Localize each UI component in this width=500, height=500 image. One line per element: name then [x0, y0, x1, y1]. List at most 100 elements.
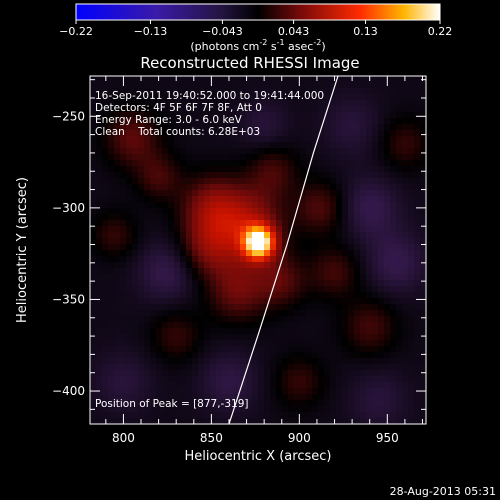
heatmap-cell	[186, 196, 193, 203]
heatmap-cell	[264, 202, 271, 209]
heatmap-cell	[276, 274, 283, 281]
heatmap-cell	[402, 154, 409, 161]
heatmap-cell	[126, 388, 133, 395]
heatmap-cell	[348, 280, 355, 287]
heatmap-cell	[384, 238, 391, 245]
heatmap-cell	[156, 400, 163, 407]
heatmap-cell	[270, 256, 277, 263]
heatmap-cell	[114, 160, 121, 167]
heatmap-cell	[108, 112, 115, 119]
heatmap-cell	[204, 262, 211, 269]
heatmap-cell	[342, 232, 349, 239]
heatmap-cell	[198, 370, 205, 377]
heatmap-cell	[150, 400, 157, 407]
heatmap-cell	[378, 244, 385, 251]
y-tick-label: −350	[52, 292, 85, 306]
heatmap-cell	[306, 106, 313, 113]
heatmap-cell	[282, 316, 289, 323]
heatmap-cell	[204, 220, 211, 227]
heatmap-cell	[348, 406, 355, 413]
heatmap-cell	[330, 346, 337, 353]
heatmap-cell	[372, 394, 379, 401]
heatmap-cell	[246, 382, 253, 389]
heatmap-cell	[198, 316, 205, 323]
heatmap-cell	[180, 406, 187, 413]
heatmap-cell	[396, 364, 403, 371]
heatmap-cell	[414, 166, 421, 173]
heatmap-cell	[90, 202, 97, 209]
heatmap-cell	[126, 274, 133, 281]
heatmap-cell	[162, 310, 169, 317]
heatmap-cell	[390, 208, 397, 215]
heatmap-cell	[198, 220, 205, 227]
heatmap-cell	[330, 388, 337, 395]
heatmap-cell	[372, 208, 379, 215]
heatmap-cell	[336, 370, 343, 377]
x-tick-label: 950	[376, 431, 399, 445]
heatmap-cell	[384, 136, 391, 143]
heatmap-cell	[162, 262, 169, 269]
heatmap-cell	[168, 184, 175, 191]
heatmap-cell	[408, 214, 415, 221]
heatmap-cell	[168, 394, 175, 401]
heatmap-cell	[324, 388, 331, 395]
heatmap-cell	[282, 298, 289, 305]
heatmap-cell	[336, 244, 343, 251]
heatmap-cell	[174, 310, 181, 317]
heatmap-cell	[390, 136, 397, 143]
heatmap-cell	[228, 160, 235, 167]
annotation-energy: Energy Range: 3.0 - 6.0 keV	[95, 114, 243, 126]
heatmap-cell	[312, 136, 319, 143]
heatmap-cell	[126, 352, 133, 359]
heatmap-cell	[306, 382, 313, 389]
heatmap-cell	[384, 244, 391, 251]
heatmap-cell	[330, 220, 337, 227]
heatmap-cell	[234, 160, 241, 167]
heatmap-cell	[294, 388, 301, 395]
heatmap-cell	[402, 136, 409, 143]
heatmap-cell	[258, 268, 265, 275]
heatmap-cell	[420, 412, 426, 419]
heatmap-cell	[216, 154, 223, 161]
heatmap-cell	[414, 250, 421, 257]
heatmap-cell	[366, 292, 373, 299]
heatmap-cell	[312, 268, 319, 275]
heatmap-cell	[204, 280, 211, 287]
heatmap-cell	[186, 226, 193, 233]
heatmap-cell	[222, 214, 229, 221]
heatmap-cell	[300, 112, 307, 119]
heatmap-cell	[258, 136, 265, 143]
heatmap-cell	[306, 226, 313, 233]
heatmap-cell	[324, 136, 331, 143]
heatmap-cell	[318, 238, 325, 245]
heatmap-cell	[318, 244, 325, 251]
heatmap-cell	[336, 268, 343, 275]
heatmap-cell	[180, 400, 187, 407]
heatmap-cell	[324, 406, 331, 413]
heatmap-cell	[180, 118, 187, 125]
heatmap-cell	[192, 322, 199, 329]
heatmap-cell	[192, 274, 199, 281]
heatmap-cell	[132, 178, 139, 185]
heatmap-cell	[282, 358, 289, 365]
heatmap-cell	[324, 160, 331, 167]
heatmap-cell	[258, 154, 265, 161]
heatmap-cell	[306, 364, 313, 371]
heatmap-cell	[132, 388, 139, 395]
heatmap-cell	[348, 322, 355, 329]
heatmap-cell	[390, 352, 397, 359]
heatmap-cell	[180, 358, 187, 365]
heatmap-cell	[144, 136, 151, 143]
heatmap-cell	[282, 160, 289, 167]
heatmap-cell	[90, 178, 97, 185]
heatmap-cell	[156, 82, 163, 89]
heatmap-cell	[264, 232, 271, 239]
heatmap-cell	[180, 388, 187, 395]
heatmap-cell	[342, 358, 349, 365]
heatmap-cell	[336, 364, 343, 371]
heatmap-cell	[420, 178, 426, 185]
heatmap-cell	[162, 388, 169, 395]
heatmap-cell	[180, 172, 187, 179]
heatmap-cell	[354, 346, 361, 353]
heatmap-cell	[198, 208, 205, 215]
